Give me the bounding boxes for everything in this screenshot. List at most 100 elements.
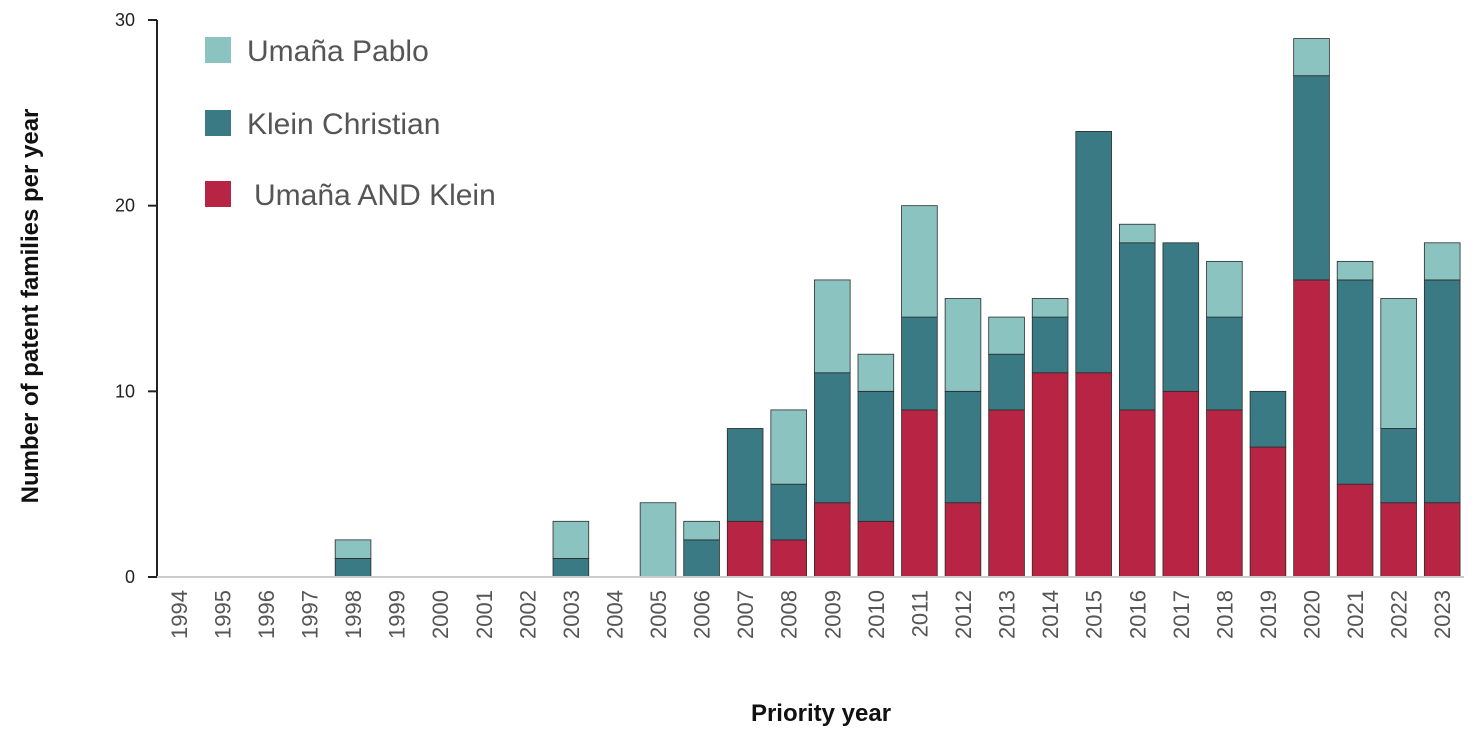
x-tick-label: 2001: [472, 590, 497, 639]
bar-segment-uma-a-pablo-2012: [944, 298, 982, 392]
bar-segment-uma-a-and-klein-2015: [1075, 372, 1112, 578]
bar-segment-uma-a-and-klein-2023: [1423, 502, 1461, 578]
bar-segment-uma-a-pablo-2011: [901, 205, 938, 318]
y-tick-label: 0: [125, 567, 135, 587]
bar-segment-uma-a-and-klein-2009: [814, 502, 851, 578]
bar-segment-uma-a-and-klein-2012: [944, 502, 982, 578]
legend-swatch: [205, 110, 231, 136]
x-tick-label: 2022: [1387, 590, 1412, 639]
x-tick-label: 1996: [254, 590, 279, 639]
bar-segment-uma-a-pablo-2010: [857, 353, 895, 392]
bar-segment-klein-christian-2020: [1293, 75, 1330, 281]
x-tick-label: 2017: [1169, 590, 1194, 639]
x-tick-label: 2013: [995, 590, 1020, 639]
bar-segment-klein-christian-2022: [1380, 428, 1417, 504]
bar-segment-klein-christian-2017: [1162, 242, 1200, 392]
bar-segment-uma-a-pablo-2008: [770, 409, 807, 485]
bar-segment-uma-a-and-klein-2007: [726, 520, 764, 578]
y-axis-title: Number of patent families per year: [17, 109, 44, 504]
x-tick-label: 2019: [1256, 590, 1281, 639]
bar-segment-klein-christian-2011: [901, 316, 938, 411]
bar-segment-uma-a-and-klein-2014: [1031, 372, 1069, 578]
bar-segment-uma-a-pablo-2023: [1423, 242, 1461, 281]
bar-segment-klein-christian-2009: [814, 372, 851, 504]
x-tick-label: 2005: [646, 590, 671, 639]
x-tick-label: 2007: [733, 590, 758, 639]
bar-segment-uma-a-and-klein-2008: [770, 539, 807, 578]
bar-segment-klein-christian-2012: [944, 390, 982, 504]
x-tick-label: 1998: [341, 590, 366, 639]
y-tick-label: 10: [115, 381, 135, 401]
x-tick-label: 2011: [907, 590, 932, 637]
bar-segment-uma-a-and-klein-2017: [1162, 390, 1200, 578]
x-tick-label: 2014: [1038, 590, 1063, 639]
bar-segment-uma-a-and-klein-2021: [1336, 483, 1374, 578]
x-tick-label: 2009: [820, 590, 845, 639]
bar-segment-uma-a-pablo-2003: [552, 520, 590, 559]
x-tick-label: 2021: [1343, 590, 1368, 639]
bar-segment-uma-a-and-klein-2020: [1293, 279, 1330, 578]
x-tick-label: 2012: [951, 590, 976, 639]
bar-segment-uma-a-pablo-2020: [1293, 38, 1330, 77]
bar-segment-uma-a-pablo-2018: [1206, 260, 1243, 318]
bar-segment-klein-christian-2015: [1075, 130, 1112, 374]
bar-segment-uma-a-and-klein-2022: [1380, 502, 1417, 578]
bar-segment-uma-a-pablo-2016: [1118, 223, 1156, 244]
x-tick-label: 2004: [602, 590, 627, 639]
x-tick-label: 2003: [559, 590, 584, 639]
bar-segment-uma-a-and-klein-2011: [901, 409, 938, 578]
x-axis-ticks: 1994 1995 1996 1997 1998 1999 2000 2001 2002 2003…: [167, 590, 1455, 639]
legend-label: Umaña AND Klein: [254, 179, 496, 212]
bar-segment-klein-christian-2023: [1423, 279, 1461, 504]
x-tick-label: 2018: [1212, 590, 1237, 639]
y-tick-label: 30: [115, 10, 135, 30]
x-tick-label: 2000: [428, 590, 453, 639]
y-tick-label: 20: [115, 196, 135, 216]
bar-segment-uma-a-pablo-2013: [988, 316, 1025, 355]
legend-label: Klein Christian: [247, 108, 440, 141]
bar-segment-klein-christian-2018: [1206, 316, 1243, 411]
x-tick-label: 1997: [297, 590, 322, 639]
bar-segment-klein-christian-2014: [1031, 316, 1069, 374]
bar-segment-klein-christian-2008: [770, 483, 807, 541]
x-tick-label: 2015: [1082, 590, 1107, 639]
bar-segment-uma-a-pablo-2014: [1031, 298, 1069, 318]
bar-segment-uma-a-pablo-2009: [814, 279, 851, 374]
x-tick-label: 2020: [1300, 590, 1325, 639]
bar-segment-uma-a-and-klein-2016: [1118, 409, 1156, 578]
bar-segment-uma-a-and-klein-2013: [988, 409, 1025, 578]
bar-segment-klein-christian-1998: [334, 558, 372, 578]
bar-segment-uma-a-pablo-2022: [1380, 298, 1417, 429]
bar-segment-klein-christian-2006: [683, 539, 720, 578]
x-tick-label: 2008: [777, 590, 802, 639]
legend-swatch: [205, 181, 231, 207]
x-axis-title: Priority year: [751, 700, 891, 727]
x-tick-label: 1999: [385, 590, 410, 639]
bar-segment-klein-christian-2021: [1336, 279, 1374, 485]
x-tick-label: 1995: [210, 590, 235, 639]
x-tick-label: 2002: [515, 590, 540, 639]
bar-segment-klein-christian-2010: [857, 390, 895, 522]
x-tick-label: 2016: [1125, 590, 1150, 639]
bar-segment-uma-a-pablo-2005: [639, 502, 677, 578]
bar-segment-klein-christian-2019: [1249, 390, 1287, 448]
bar-segment-uma-a-pablo-2006: [683, 520, 720, 541]
bar-segment-klein-christian-2016: [1118, 242, 1156, 411]
bar-segment-uma-a-pablo-1998: [334, 539, 372, 559]
bar-segment-uma-a-and-klein-2018: [1206, 409, 1243, 578]
legend: Umaña Pablo Klein Christian Umaña AND Klei…: [205, 35, 496, 212]
x-tick-label: 1994: [167, 590, 192, 639]
bar-segment-uma-a-and-klein-2010: [857, 520, 895, 578]
legend-label: Umaña Pablo: [247, 35, 429, 68]
bar-segment-klein-christian-2013: [988, 353, 1025, 411]
legend-swatch: [205, 37, 231, 63]
bar-segment-klein-christian-2003: [552, 558, 590, 578]
bar-segment-uma-a-and-klein-2019: [1249, 446, 1287, 578]
bar-segment-uma-a-pablo-2021: [1336, 260, 1374, 281]
x-tick-label: 2010: [864, 590, 889, 639]
y-axis-ticks: 0 10 20 30: [115, 10, 157, 587]
x-tick-label: 2023: [1430, 590, 1455, 639]
x-tick-label: 2006: [690, 590, 715, 639]
bar-segment-klein-christian-2007: [726, 428, 764, 522]
